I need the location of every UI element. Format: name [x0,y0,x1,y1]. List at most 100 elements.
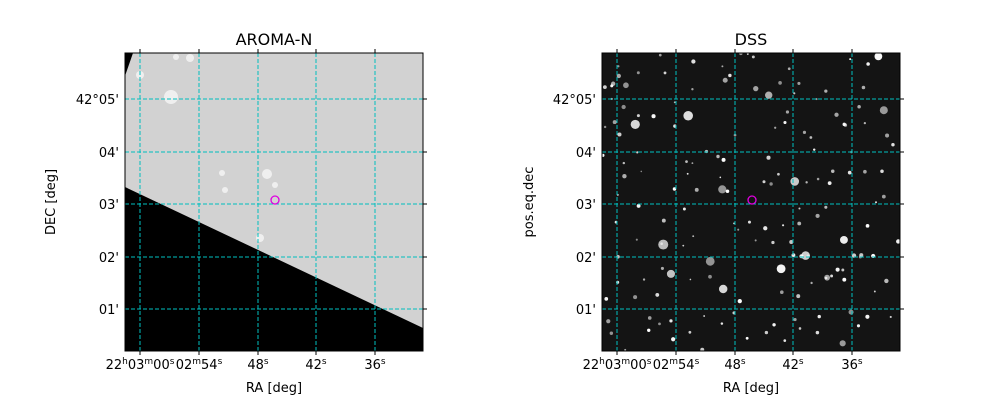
star [769,182,773,186]
star [721,157,726,162]
star [840,235,848,244]
x-tick-label: 36s [364,357,386,373]
star [880,169,884,173]
x-tick-label: 48s [724,357,746,373]
y-axis-label: DEC [deg] [44,169,59,235]
y-tick-label: 01' [99,303,119,318]
tick-label-part: m [192,357,201,367]
star [737,228,740,231]
tick-label-part: s [170,357,175,367]
star [658,239,669,250]
star [780,290,784,295]
x-axis-label: RA [deg] [723,381,779,396]
star [762,180,766,184]
star [783,120,787,125]
star [616,280,620,284]
axes-frame [124,52,424,352]
star [658,53,662,57]
star [691,59,696,64]
star [745,336,749,340]
star [186,54,194,62]
star [801,251,810,260]
star [857,104,861,109]
star [771,240,775,245]
tick-label-part: s [741,357,746,367]
tick-label-part: 54 [678,358,695,373]
y-tick-label: 42°05' [553,93,596,108]
dss-image [602,53,900,351]
star [694,187,699,192]
panel-title: AROMA-N [236,30,313,49]
axes-frame [601,52,901,352]
star [655,293,660,297]
tick-label-part: s [695,357,700,367]
star [733,222,735,225]
tick-label-part: 03 [605,358,622,373]
star [827,181,832,186]
star [765,91,773,99]
star [685,160,688,163]
star [636,151,639,154]
star [669,319,673,323]
tick-label-part: h [599,357,605,367]
star [831,169,835,174]
star [720,322,724,325]
tick-label-part: s [647,357,652,367]
star [602,153,605,157]
tick-label-part: 36 [364,358,381,373]
star [875,201,877,204]
tick-label-part: 48 [724,358,741,373]
x-axis-label: RA [deg] [246,381,302,396]
tick-label-part: 36 [841,358,858,373]
star [889,315,892,319]
y-tick-label: 02' [99,251,119,266]
tick-label-part: 54 [201,358,218,373]
star [873,290,876,293]
y-tick-label: 04' [99,146,119,161]
tick-label-part: 03 [128,358,145,373]
y-tick-label: 42°05' [76,93,119,108]
star [879,106,888,115]
star [616,73,621,79]
star [617,132,622,137]
star [672,187,677,191]
star [841,268,845,272]
star [647,328,651,332]
star [839,340,846,347]
tick-label-part: m [669,357,678,367]
star [778,81,782,85]
star [663,71,667,75]
star [764,330,769,335]
tick-label-part: s [858,357,863,367]
y-tick-label: 03' [576,198,596,213]
star [763,226,768,231]
star [753,85,759,92]
star [772,323,776,327]
star [721,65,724,68]
star [813,148,816,151]
star [747,220,751,224]
star [751,55,755,59]
star [705,256,715,266]
tick-label-part: m [621,357,630,367]
tick-label-part: 00 [153,358,170,373]
star [824,89,828,93]
star [783,339,787,342]
star [692,235,695,238]
star [682,207,686,211]
star [700,347,705,351]
star [766,155,771,160]
star [728,73,732,78]
star [789,240,794,245]
x-tick-label: 02m54s [176,357,223,373]
x-tick-label: 42s [782,357,804,373]
star [673,101,676,104]
star [816,177,820,181]
star [686,172,689,175]
star [630,119,640,130]
star [885,133,890,138]
star [802,130,807,134]
star [754,239,757,242]
x-tick-label: 02m54s [653,357,700,373]
